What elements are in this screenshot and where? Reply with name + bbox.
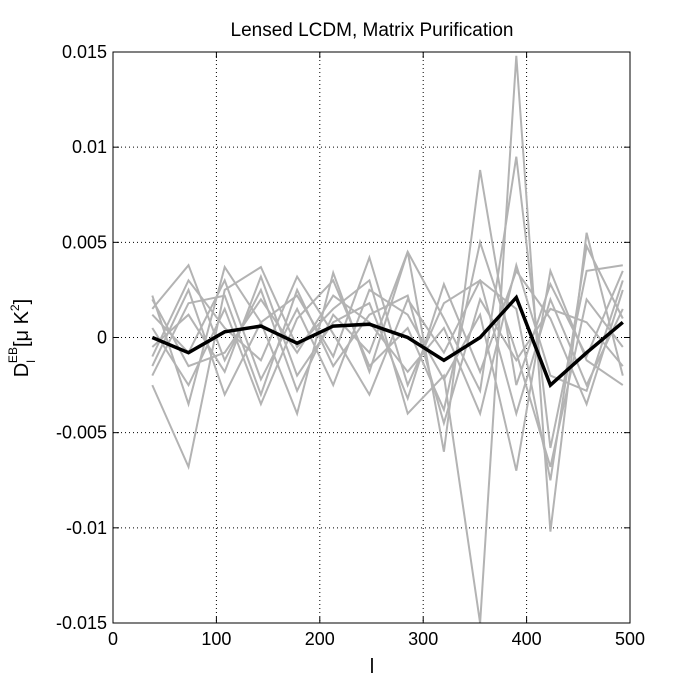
y-tick-label: 0.005: [62, 232, 107, 252]
y-tick-label: -0.01: [66, 518, 107, 538]
y-tick-label: 0.01: [72, 137, 107, 157]
series-layer: [151, 55, 624, 624]
y-axis-label-superscript: EB: [6, 347, 20, 363]
chart-title: Lensed LCDM, Matrix Purification: [231, 20, 514, 41]
y-axis-label-units-close: ]: [11, 299, 33, 305]
x-tick-label: 500: [615, 629, 645, 649]
y-axis-label-units-superscript: 2: [8, 304, 22, 311]
plot-area: [113, 52, 630, 623]
realization-series-line: [151, 287, 624, 427]
y-tick-label: 0: [97, 328, 107, 348]
ticks: 0 100 200 300 400 500 -0.015 -0.01 -0.005 0 0.005 0…: [56, 42, 645, 649]
y-axis-label-base: D: [11, 363, 33, 377]
y-tick-label: -0.015: [56, 613, 107, 633]
realization-series-line: [151, 267, 624, 471]
x-tick-label: 400: [512, 629, 542, 649]
y-axis-label-units: [μ K: [11, 310, 33, 347]
realization-series-line: [151, 261, 624, 417]
y-axis-label-subscript: l: [24, 360, 38, 363]
x-axis-label: l: [370, 656, 374, 678]
mean-series-line: [151, 294, 624, 389]
x-tick-label: 100: [201, 629, 231, 649]
y-tick-label: 0.015: [62, 42, 107, 62]
y-axis-label-text: Dl EB[μ K2]: [6, 299, 38, 377]
x-tick-label: 300: [408, 629, 438, 649]
x-tick-label: 200: [305, 629, 335, 649]
y-axis-label: Dl EB[μ K2]: [6, 299, 38, 377]
y-tick-label: -0.005: [56, 423, 107, 443]
realization-series-line: [151, 268, 624, 407]
x-tick-label: 0: [108, 629, 118, 649]
